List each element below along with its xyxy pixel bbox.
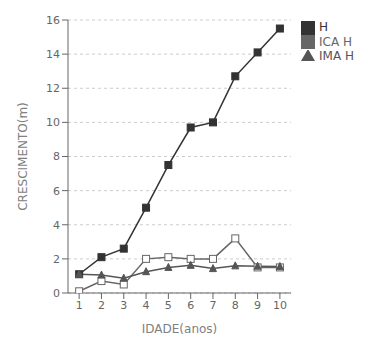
svg-text:2: 2 bbox=[98, 299, 105, 312]
svg-text:6: 6 bbox=[53, 185, 60, 198]
svg-text:4: 4 bbox=[53, 219, 60, 232]
svg-text:10: 10 bbox=[273, 299, 287, 312]
svg-text:10: 10 bbox=[46, 116, 60, 129]
svg-text:12: 12 bbox=[46, 82, 60, 95]
svg-text:6: 6 bbox=[187, 299, 194, 312]
svg-text:4: 4 bbox=[143, 299, 150, 312]
svg-text:0: 0 bbox=[53, 287, 60, 300]
svg-text:14: 14 bbox=[46, 48, 60, 61]
svg-text:8: 8 bbox=[232, 299, 239, 312]
svg-text:CRESCIMENTO(m): CRESCIMENTO(m) bbox=[16, 102, 30, 211]
html-text:H: H bbox=[319, 20, 329, 34]
svg-text:7: 7 bbox=[209, 299, 216, 312]
svg-text:8: 8 bbox=[53, 150, 60, 163]
svg-text:5: 5 bbox=[165, 299, 172, 312]
svg-text:16: 16 bbox=[46, 14, 60, 27]
svg-text:2: 2 bbox=[53, 253, 60, 266]
svg-text:3: 3 bbox=[120, 299, 127, 312]
svg-text:IDADE(anos): IDADE(anos) bbox=[142, 322, 218, 336]
svg-text:9: 9 bbox=[254, 299, 261, 312]
html-text:IMA H: IMA H bbox=[319, 49, 354, 63]
html-text:ICA H: ICA H bbox=[319, 34, 352, 49]
svg-text:1: 1 bbox=[76, 299, 83, 312]
